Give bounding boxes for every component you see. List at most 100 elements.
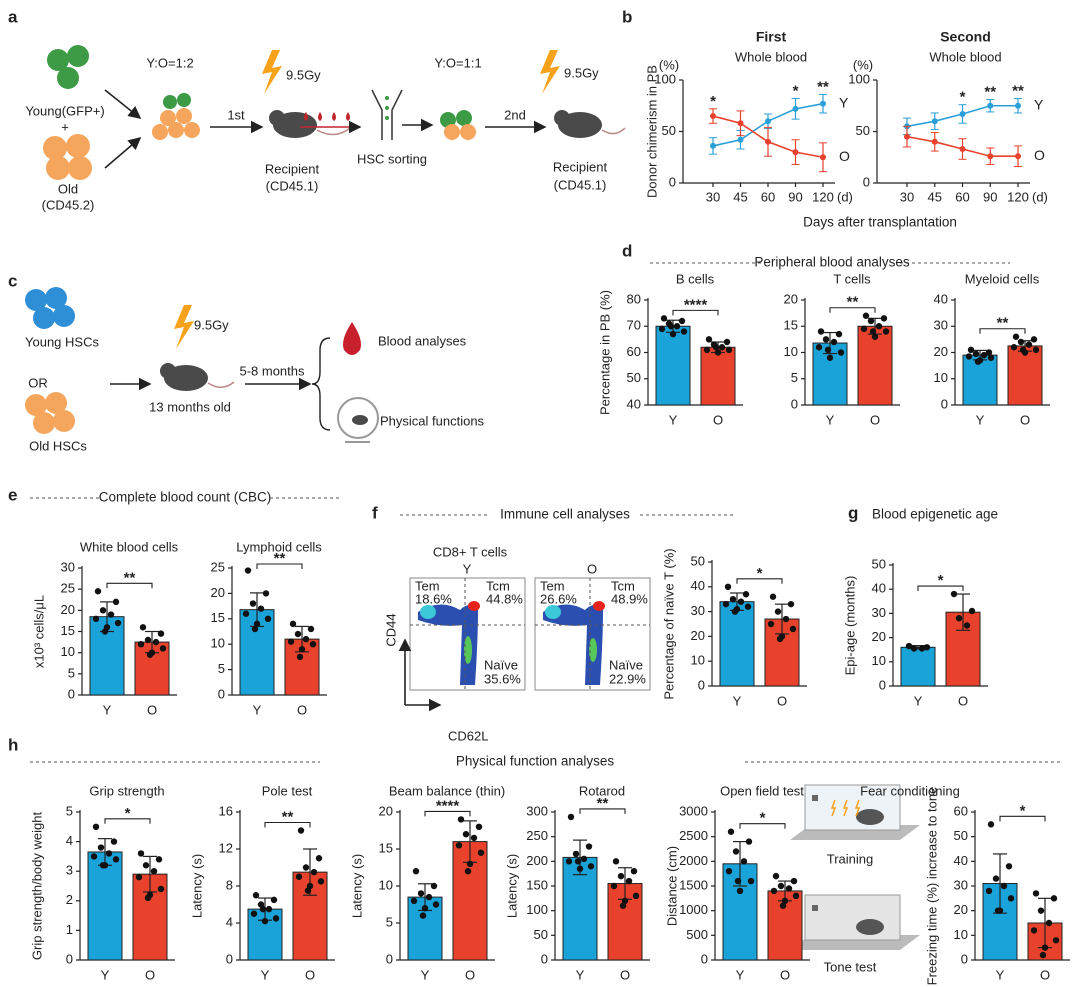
data-point	[574, 858, 582, 865]
significance-bracket	[579, 808, 626, 814]
section-heading: Blood epigenetic age	[872, 507, 998, 522]
axis-label: CD44	[383, 613, 398, 646]
y-tick-label: 1500	[679, 877, 708, 892]
annotation: **	[817, 78, 829, 95]
x-tick-label: O	[145, 967, 155, 982]
data-point	[770, 887, 778, 895]
significance: *	[125, 805, 131, 822]
data-point	[815, 344, 823, 351]
data-point	[464, 868, 472, 875]
data-point	[732, 848, 740, 855]
bar	[900, 646, 936, 687]
y-tick-label: 0	[386, 951, 393, 966]
data-point	[412, 868, 420, 875]
x-tick-label: 120	[1007, 189, 1029, 204]
gate-label: Naïve	[484, 657, 518, 672]
data-point	[740, 858, 748, 865]
data-point	[295, 873, 303, 880]
label: Physical functions	[380, 413, 485, 428]
data-point	[837, 349, 845, 356]
data-point	[820, 100, 826, 107]
data-point	[714, 349, 722, 356]
y-tick-label: 5	[218, 661, 225, 676]
x-tick-label: Y	[669, 412, 678, 427]
chart-title: Open field test	[720, 783, 804, 798]
data-point	[610, 882, 618, 890]
data-point	[669, 330, 677, 338]
y-tick-label: 0	[541, 951, 548, 966]
significance: *	[1020, 802, 1026, 819]
chart-title: Myeloid cells	[965, 271, 1040, 286]
panel-letter: e	[8, 485, 17, 504]
significance: *	[938, 572, 944, 589]
data-point	[680, 328, 688, 335]
x-tick-label: 45	[733, 189, 747, 204]
data-point	[959, 146, 966, 153]
data-point	[777, 882, 785, 890]
x-tick-label: Y	[261, 967, 270, 982]
panel-letter: h	[8, 735, 18, 754]
data-point	[1045, 919, 1053, 927]
y-tick-label: 500	[686, 927, 708, 942]
data-point	[776, 635, 784, 643]
x-tick-label: Y	[914, 693, 923, 708]
label: 1st	[227, 107, 245, 122]
data-point	[904, 133, 910, 140]
y-tick-label: 0	[863, 174, 870, 189]
section-heading: Peripheral blood analyses	[754, 255, 910, 270]
x-tick-label: O	[958, 693, 968, 708]
data-point	[734, 877, 742, 885]
data-point	[310, 868, 318, 876]
data-point	[619, 902, 627, 909]
label: CD8+ T cells	[433, 544, 508, 559]
significance-bracket	[829, 307, 876, 313]
data-point	[425, 893, 433, 901]
data-point	[963, 622, 971, 629]
data-point	[968, 607, 976, 615]
data-point	[261, 917, 269, 925]
y-tick-label: 30	[872, 605, 886, 620]
y-axis-label: Latency (s)	[349, 854, 364, 918]
x-tick-label: 120	[812, 189, 834, 204]
data-point	[262, 590, 270, 597]
x-tick-label: 90	[983, 189, 997, 204]
label: O	[587, 561, 597, 576]
data-point	[251, 625, 259, 633]
data-point	[782, 615, 790, 623]
y-tick-label: 15	[784, 318, 798, 333]
chart-subtitle: Whole blood	[929, 49, 1001, 64]
significance-bracket	[106, 582, 153, 589]
y-tick-label: 20	[691, 628, 705, 643]
data-point	[1032, 890, 1040, 897]
data-point	[1050, 895, 1058, 902]
y-tick-label: 50	[627, 370, 641, 385]
panel-letter: f	[372, 503, 378, 522]
y-tick-label: 60	[627, 344, 641, 359]
y-tick-label: 3000	[679, 803, 708, 818]
y-tick-label: 10	[872, 653, 886, 668]
data-point	[987, 821, 995, 828]
x-tick-label: Y	[736, 967, 745, 982]
x-tick-label: O	[1040, 967, 1050, 982]
data-point	[264, 615, 272, 622]
data-point	[137, 850, 145, 857]
data-point	[772, 872, 780, 880]
data-point	[820, 154, 826, 161]
y-tick-label: 20	[784, 291, 798, 306]
y-tick-label: 20	[872, 629, 886, 644]
data-point	[315, 855, 323, 862]
data-point	[710, 142, 716, 149]
data-point	[673, 323, 681, 330]
data-point	[1041, 944, 1049, 951]
label: Training	[827, 851, 873, 866]
data-point	[297, 827, 305, 834]
gate-label: Tem	[415, 578, 440, 593]
y-tick-label: 20	[211, 585, 225, 600]
y-tick-label: 0	[961, 951, 968, 966]
data-point	[1017, 338, 1025, 346]
y-tick-label: 8	[226, 877, 233, 892]
data-point	[101, 628, 109, 635]
data-point	[99, 862, 107, 869]
data-point	[1025, 341, 1033, 348]
data-point	[90, 853, 98, 860]
